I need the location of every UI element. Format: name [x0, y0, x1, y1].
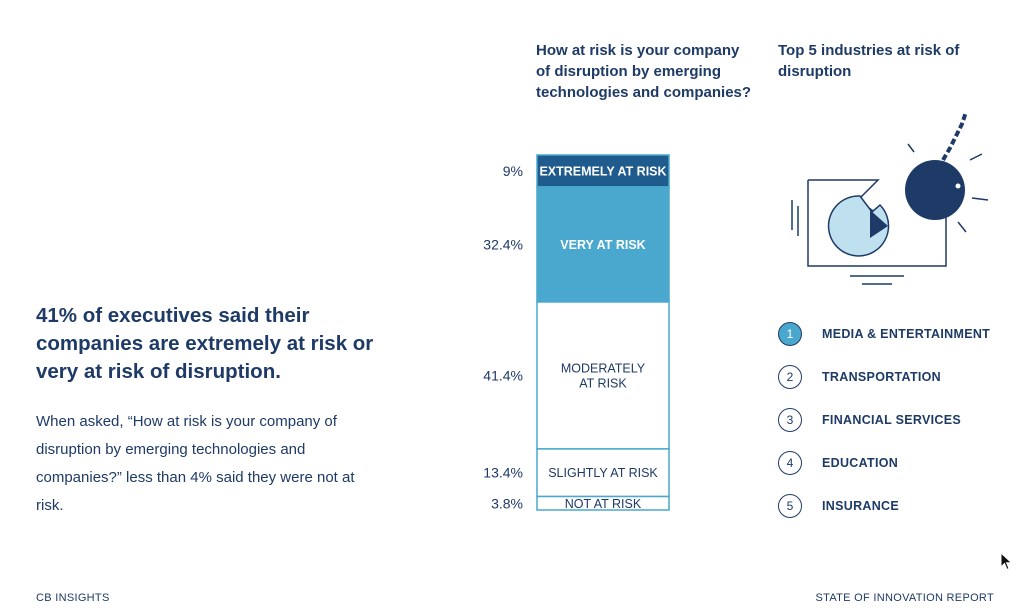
- mouse-pointer-icon: [1000, 552, 1013, 571]
- industry-name: MEDIA & ENTERTAINMENT: [822, 326, 991, 341]
- value-label-moderately-at-risk: 41.4%: [483, 367, 523, 383]
- risk-stacked-bar-chart: EXTREMELY AT RISK 9% VERY AT RISK 32.4% MODE…: [483, 154, 670, 511]
- rank-badge: 4: [778, 450, 802, 475]
- segment-label-moderately-at-risk: MODERATELY AT RISK: [561, 361, 646, 390]
- value-label-very-at-risk: 32.4%: [483, 236, 523, 252]
- industry-name: INSURANCE: [822, 498, 900, 513]
- bar-segment-slightly-at-risk: [536, 448, 670, 498]
- bar-segment-extremely-at-risk: [536, 154, 670, 188]
- industry-name: EDUCATION: [822, 455, 899, 470]
- industry-name: TRANSPORTATION: [822, 369, 942, 384]
- industry-item-3: 3 FINANCIAL SERVICES: [778, 398, 990, 441]
- segment-label-extremely-at-risk: EXTREMELY AT RISK: [539, 164, 666, 178]
- bar-segment-very-at-risk: [536, 186, 670, 303]
- bar-segment-not-at-risk: [536, 495, 670, 511]
- body-text: When asked, “How at risk is your company…: [36, 413, 355, 514]
- rank-badge: 3: [778, 407, 802, 432]
- bar-segment-moderately-at-risk: [536, 301, 670, 450]
- industry-list: 1 MEDIA & ENTERTAINMENT 2 TRANSPORTATION…: [778, 312, 990, 527]
- headline: 41% of executives said their companies a…: [36, 304, 374, 383]
- value-label-extremely-at-risk: 9%: [503, 163, 523, 179]
- rank-badge: 1: [778, 321, 802, 346]
- segment-label-very-at-risk: VERY AT RISK: [560, 238, 645, 252]
- industry-item-4: 4 EDUCATION: [778, 441, 990, 484]
- segment-label-slightly-at-risk: SLIGHTLY AT RISK: [548, 466, 658, 480]
- wrecking-ball-smashing-screen-icon: [791, 111, 989, 285]
- industry-item-2: 2 TRANSPORTATION: [778, 355, 990, 398]
- industry-name: FINANCIAL SERVICES: [822, 412, 961, 427]
- segment-label-not-at-risk: NOT AT RISK: [565, 497, 642, 511]
- footer-brand: CB INSIGHTS: [36, 592, 110, 604]
- top5-title: Top 5 industries at risk of disruption: [778, 42, 960, 80]
- rank-badge: 5: [778, 493, 802, 518]
- industry-item-1: 1 MEDIA & ENTERTAINMENT: [778, 312, 990, 355]
- rank-badge: 2: [778, 364, 802, 389]
- chart-title: How at risk is your company of disruptio…: [536, 42, 752, 101]
- value-label-slightly-at-risk: 13.4%: [483, 465, 523, 481]
- industry-item-5: 5 INSURANCE: [778, 484, 990, 527]
- value-label-not-at-risk: 3.8%: [491, 495, 523, 511]
- footer-report-name: STATE OF INNOVATION REPORT: [815, 592, 994, 604]
